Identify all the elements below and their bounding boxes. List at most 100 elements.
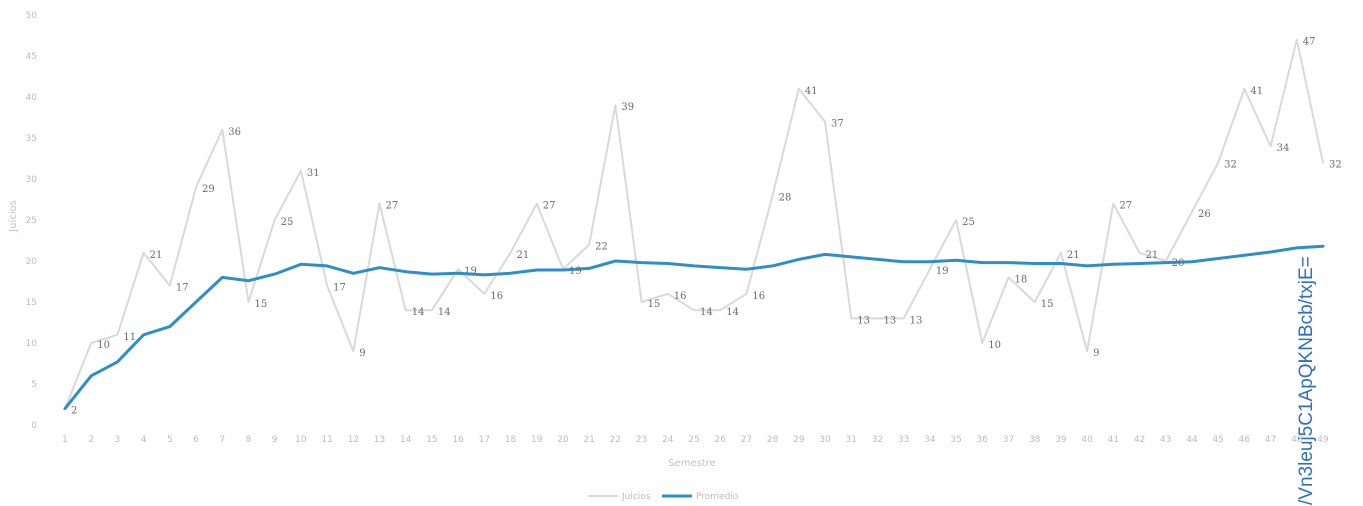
y-tick-label: 25	[26, 216, 37, 226]
legend: Juicios Promedio	[588, 492, 739, 502]
x-tick-label: 37	[1003, 435, 1014, 445]
data-labels: 2 10 11 21 17 29 36 15 25 31 17 9 27 14 14 19 16 21 27 19 22…	[71, 37, 1342, 417]
legend-label-juicios: Juicios	[621, 492, 651, 502]
data-label: 13	[857, 315, 870, 326]
data-label: 21	[1146, 250, 1159, 261]
data-label: 17	[333, 283, 346, 294]
x-tick-label: 27	[741, 435, 752, 445]
data-label: 26	[1198, 209, 1211, 220]
x-tick-label: 28	[767, 435, 779, 445]
data-label: 37	[831, 119, 844, 130]
x-tick-label: 25	[688, 435, 699, 445]
x-tick-label: 39	[1055, 435, 1067, 445]
data-label: 27	[1119, 201, 1132, 212]
data-label: 41	[805, 86, 818, 97]
x-tick-label: 13	[374, 435, 385, 445]
x-tick-label: 4	[141, 435, 147, 445]
y-tick-label: 30	[26, 175, 38, 185]
x-tick-label: 19	[531, 435, 543, 445]
data-label: 36	[228, 127, 241, 138]
data-label: 9	[1093, 348, 1099, 359]
data-label: 25	[962, 217, 975, 228]
data-label: 16	[752, 291, 765, 302]
data-label: 15	[1041, 299, 1054, 310]
data-label: 2	[71, 406, 77, 417]
data-label: 21	[517, 250, 530, 261]
x-tick-label: 38	[1029, 435, 1041, 445]
x-tick-label: 49	[1317, 435, 1329, 445]
data-label: 9	[359, 348, 365, 359]
series-line-juicios	[64, 38, 1324, 410]
y-tick-label: 5	[31, 380, 37, 390]
x-tick-label: 29	[793, 435, 805, 445]
data-label: 13	[883, 315, 896, 326]
x-tick-label: 5	[167, 435, 173, 445]
x-tick-label: 45	[1212, 435, 1223, 445]
x-tick-label: 9	[272, 435, 278, 445]
x-tick-label: 16	[452, 435, 464, 445]
data-label: 27	[543, 201, 556, 212]
x-tick-label: 14	[400, 435, 412, 445]
watermark-text: /Vn3leuj5C1ApQKNBcb/txjE=	[1296, 256, 1317, 505]
y-tick-label: 40	[26, 93, 38, 103]
data-label: 27	[386, 201, 399, 212]
data-label: 18	[1015, 274, 1028, 285]
x-tick-label: 18	[505, 435, 517, 445]
data-label: 19	[569, 266, 582, 277]
data-label: 10	[988, 340, 1001, 351]
data-label: 41	[1250, 86, 1263, 97]
series-layer	[63, 38, 1325, 411]
data-label: 21	[1067, 250, 1080, 261]
x-tick-label: 23	[636, 435, 647, 445]
data-label: 29	[202, 184, 215, 195]
data-label: 34	[1277, 143, 1290, 154]
data-label: 15	[254, 299, 267, 310]
data-label: 14	[412, 307, 425, 318]
data-label: 31	[307, 168, 320, 179]
data-label: 19	[936, 266, 949, 277]
data-label: 32	[1224, 160, 1237, 171]
x-tick-label: 17	[479, 435, 490, 445]
x-tick-label: 43	[1160, 435, 1171, 445]
x-tick-label: 33	[898, 435, 909, 445]
data-label: 19	[464, 266, 477, 277]
x-tick-label: 15	[426, 435, 437, 445]
x-tick-label: 6	[193, 435, 199, 445]
data-label: 25	[281, 217, 294, 228]
x-axis-title: Semestre	[668, 458, 716, 469]
x-tick-label: 8	[246, 435, 252, 445]
data-label: 10	[97, 340, 110, 351]
x-tick-label: 20	[557, 435, 569, 445]
x-tick-label: 1	[62, 435, 68, 445]
data-label: 20	[1172, 258, 1185, 269]
x-tick-label: 22	[610, 435, 621, 445]
x-tick-label: 24	[662, 435, 674, 445]
x-tick-label: 7	[219, 435, 225, 445]
x-tick-label: 47	[1265, 435, 1276, 445]
data-label: 14	[700, 307, 713, 318]
x-tick-label: 21	[583, 435, 594, 445]
y-tick-label: 20	[26, 257, 38, 267]
data-label: 16	[674, 291, 687, 302]
data-label: 15	[648, 299, 661, 310]
x-tick-label: 48	[1291, 435, 1303, 445]
y-axis-tick-labels: 0 5 10 15 20 25 30 35 40 45 50	[26, 11, 38, 431]
x-tick-label: 42	[1134, 435, 1145, 445]
x-tick-label: 41	[1108, 435, 1119, 445]
y-tick-label: 0	[31, 421, 37, 431]
data-label: 13	[910, 315, 923, 326]
x-tick-label: 32	[872, 435, 883, 445]
x-tick-label: 46	[1239, 435, 1251, 445]
data-label: 21	[150, 250, 163, 261]
data-label: 39	[621, 102, 634, 113]
data-label: 47	[1303, 37, 1316, 48]
x-tick-label: 35	[950, 435, 961, 445]
data-label: 14	[438, 307, 451, 318]
x-tick-label: 30	[819, 435, 831, 445]
y-tick-label: 15	[26, 298, 37, 308]
x-tick-label: 34	[924, 435, 936, 445]
series-line-promedio	[63, 244, 1325, 411]
y-axis-title: Juicios	[8, 200, 19, 233]
x-tick-label: 2	[88, 435, 94, 445]
